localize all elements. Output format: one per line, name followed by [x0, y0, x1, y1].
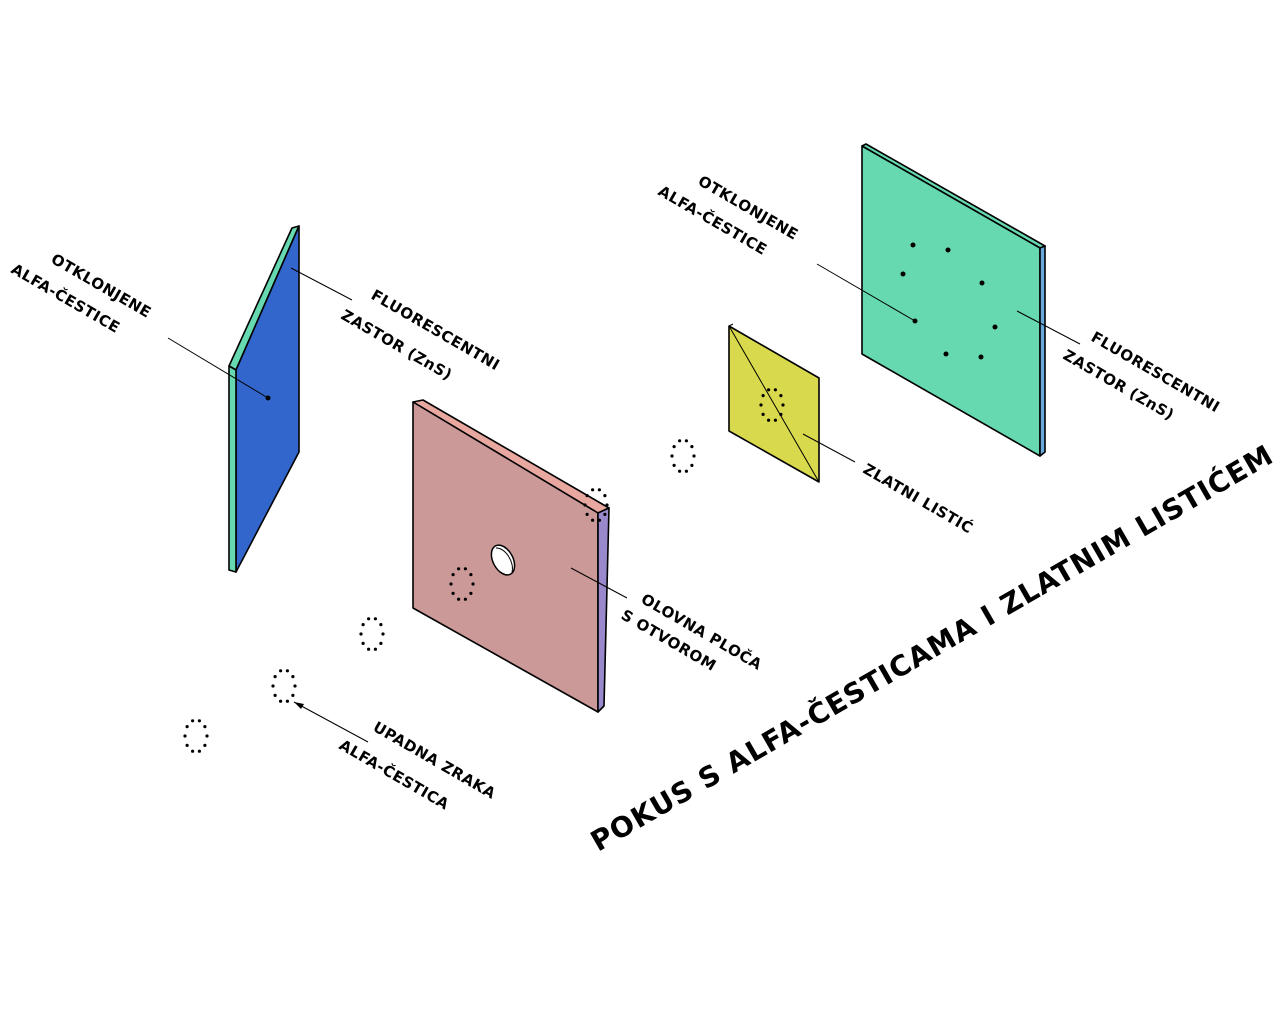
left-screen-side	[228, 365, 237, 573]
alpha-particle-ring	[271, 669, 297, 703]
alpha-particle-ring	[670, 439, 696, 473]
alpha-particle-ring	[583, 488, 609, 522]
gold-foil-label: ZLATNI LISTIĆ	[860, 459, 977, 537]
lead-plate-hole	[490, 544, 516, 576]
alpha-particle-ring	[359, 617, 385, 651]
alpha-particle-ring	[449, 567, 475, 601]
alpha-particle-ring	[759, 388, 785, 422]
alpha-particle-ring	[183, 719, 209, 753]
labels: OTKLONJENE ALFA-ČESTICE FLUORESCENTNI ZA…	[8, 172, 1279, 858]
alpha-particle-rings	[183, 388, 785, 753]
right-screen-hit-dots	[900, 242, 998, 360]
lead-plate	[412, 399, 610, 713]
lead-plate-side	[597, 507, 610, 713]
left-fluorescent-screen	[228, 225, 300, 573]
gold-foil	[728, 323, 820, 483]
leader-lines	[167, 263, 1081, 743]
right-screen-side	[1039, 245, 1046, 457]
right-fluorescent-screen	[861, 143, 1046, 457]
